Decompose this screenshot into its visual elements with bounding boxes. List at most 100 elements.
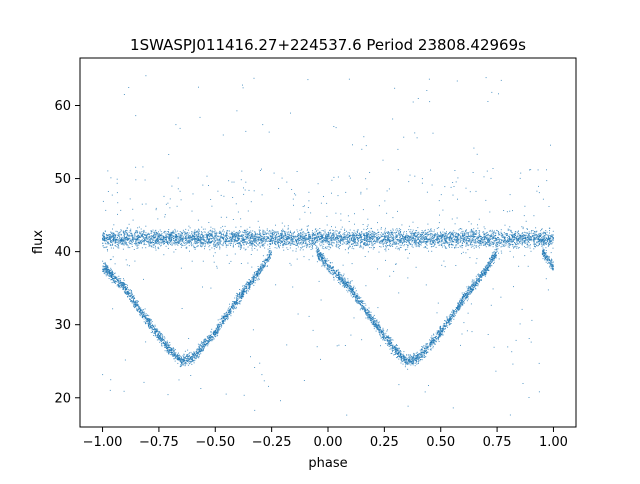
scatter-point <box>122 237 124 239</box>
scatter-point <box>418 244 420 245</box>
scatter-point <box>393 240 395 242</box>
scatter-point <box>151 238 153 240</box>
scatter-point <box>481 244 482 246</box>
scatter-point <box>318 240 320 242</box>
scatter-point <box>353 234 355 236</box>
scatter-point <box>479 245 481 246</box>
scatter-point <box>495 240 497 241</box>
scatter-point <box>287 237 288 239</box>
scatter-point <box>428 234 430 236</box>
scatter-point <box>464 233 466 235</box>
scatter-point <box>526 228 528 229</box>
scatter-point <box>496 242 498 244</box>
scatter-point <box>256 249 258 251</box>
scatter-point <box>347 238 348 240</box>
scatter-point <box>508 240 510 242</box>
scatter-point <box>313 234 315 236</box>
scatter-point <box>336 230 338 232</box>
scatter-point <box>167 241 169 243</box>
scatter-point <box>290 236 292 238</box>
scatter-point <box>361 241 363 243</box>
scatter-point <box>543 237 545 239</box>
scatter-point <box>187 237 189 239</box>
scatter-point <box>171 241 173 243</box>
scatter-point <box>333 235 335 237</box>
scatter-point <box>524 246 525 248</box>
scatter-point <box>490 231 492 233</box>
scatter-point <box>371 230 373 232</box>
scatter-point <box>255 232 256 234</box>
chart-title: 1SWASPJ011416.27+224537.6 Period 23808.4… <box>130 36 526 54</box>
scatter-point <box>545 233 547 235</box>
scatter-point <box>507 241 509 243</box>
scatter-point <box>156 232 158 234</box>
scatter-point <box>283 237 285 239</box>
scatter-point <box>330 243 332 245</box>
scatter-point <box>264 231 266 233</box>
scatter-point <box>358 238 359 239</box>
scatter-point <box>250 230 252 232</box>
scatter-point <box>536 231 537 233</box>
scatter-point <box>515 235 516 237</box>
scatter-point <box>409 244 411 245</box>
scatter-point <box>541 245 543 247</box>
scatter-point <box>492 242 494 244</box>
scatter-point <box>251 249 253 251</box>
scatter-point <box>529 239 531 241</box>
scatter-point <box>219 232 221 234</box>
scatter-point <box>371 243 373 244</box>
scatter-point <box>398 240 400 242</box>
scatter-point <box>507 239 508 241</box>
scatter-point <box>545 230 547 232</box>
scatter-point <box>177 244 179 246</box>
scatter-point <box>396 236 397 238</box>
scatter-point <box>398 249 400 251</box>
scatter-point <box>525 232 527 234</box>
scatter-point <box>191 241 192 243</box>
scatter-point <box>360 236 362 238</box>
scatter-point <box>394 243 396 245</box>
scatter-point <box>254 245 256 247</box>
scatter-point <box>456 240 458 242</box>
scatter-point <box>118 247 120 249</box>
scatter-point <box>487 240 489 242</box>
scatter-point <box>327 236 329 238</box>
scatter-point <box>110 245 112 247</box>
scatter-point <box>433 237 434 239</box>
scatter-point <box>319 236 321 237</box>
scatter-point <box>252 244 254 246</box>
scatter-point <box>459 234 461 236</box>
scatter-point <box>243 240 245 241</box>
scatter-point <box>355 237 357 239</box>
scatter-point <box>383 237 385 239</box>
scatter-point <box>387 238 389 240</box>
scatter-point <box>450 244 452 246</box>
scatter-point <box>398 239 400 241</box>
scatter-point <box>146 241 148 243</box>
scatter-point <box>194 234 196 235</box>
scatter-point <box>389 246 391 247</box>
scatter-point <box>411 237 413 239</box>
scatter-point <box>423 247 425 249</box>
scatter-point <box>371 232 372 234</box>
scatter-point <box>342 236 344 238</box>
scatter-point <box>534 239 536 241</box>
scatter-point <box>231 240 233 242</box>
scatter-point <box>305 239 307 241</box>
scatter-point <box>161 233 163 235</box>
scatter-point <box>398 247 400 249</box>
scatter-point <box>226 238 228 240</box>
scatter-point <box>113 238 115 240</box>
scatter-point <box>387 238 388 240</box>
scatter-point <box>407 245 409 247</box>
scatter-point <box>170 236 172 237</box>
scatter-point <box>308 235 309 237</box>
scatter-point <box>470 230 472 232</box>
scatter-point <box>515 237 516 239</box>
scatter-point <box>535 246 536 248</box>
scatter-point <box>552 234 554 236</box>
scatter-point <box>108 243 110 245</box>
scatter-point <box>164 241 166 243</box>
scatter-point <box>130 228 132 230</box>
scatter-point <box>543 236 545 238</box>
